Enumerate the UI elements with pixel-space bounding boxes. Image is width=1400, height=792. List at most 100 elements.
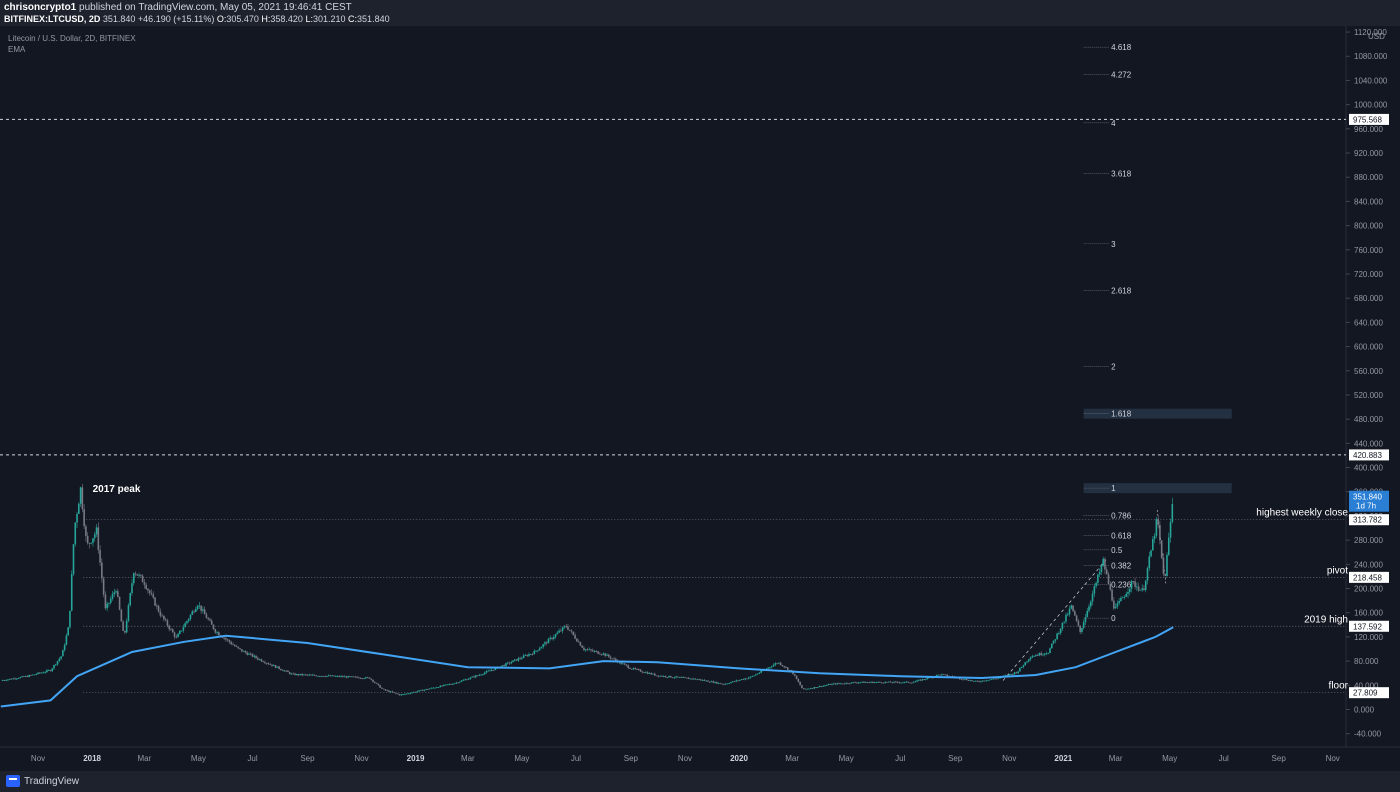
candle-body [724,683,727,685]
time-axis[interactable]: Nov 2018 Mar May Jul Sep Nov 2019 Mar May Jul Sep No… [31,754,1340,763]
candle-body [854,682,856,684]
x-tick-label: Sep [948,754,963,763]
candle-body [317,675,319,677]
candle-body [696,679,699,681]
candle-body [1148,556,1151,569]
candle-body [391,691,394,693]
candle-body [60,656,62,659]
candle-body [574,634,576,639]
fib-label: 0.786 [1111,511,1132,520]
level-price-tag [1349,514,1389,526]
candle-body [1157,519,1159,525]
candle-body [361,678,364,679]
candle-body [756,673,759,675]
candle-body [287,670,289,673]
publisher-name[interactable]: chrisoncrypto1 [4,2,77,13]
candle-body [1150,550,1152,557]
x-tick-label: 2019 [407,754,425,763]
fib-extension-levels: 4.618 4.272 4 3.618 3 2.618 2 1.618 1 0.786 0.618 0… [1083,43,1232,623]
candle-body [395,692,397,694]
candle-body [843,683,846,685]
candle-body [492,669,495,671]
candle-body [747,677,750,679]
candle-body [1130,581,1133,589]
candle-body [877,681,879,683]
candle-body [3,680,6,681]
candle-body [414,691,417,693]
candle-body [428,688,431,690]
tradingview-brand[interactable]: TradingView [6,775,79,787]
candle-body [1118,601,1120,604]
candle-body [225,638,227,640]
candle-body [262,661,264,663]
candle-body [581,645,583,648]
candle-body [311,674,314,676]
candle-body [320,675,323,677]
candle-body [409,693,412,695]
candle-body [381,687,383,689]
candle-body [829,684,832,686]
candle-body [714,681,716,683]
candle-body [437,687,440,688]
candle-body [260,659,263,662]
candle-body [691,678,693,680]
candle-body [67,627,69,636]
candle-body [280,668,282,670]
candle-body [1086,610,1089,618]
candles [1,483,1174,696]
candle-body [942,674,945,676]
x-tick-label: Jul [1219,754,1229,763]
candle-body [570,630,573,632]
candle-body [460,680,463,682]
candle-body [49,670,52,672]
level-price-tag [1349,113,1389,125]
candle-body [405,693,408,695]
candle-body [1088,606,1090,611]
candle-body [923,679,925,680]
y-tick-label: 1120.000 [1354,28,1387,37]
candle-body [1081,627,1083,633]
candle-body [831,683,833,685]
candle-body [127,605,130,621]
candle-body [265,663,268,664]
candle-body [891,682,894,684]
candle-body [820,686,823,687]
candle-body [1051,643,1053,649]
candle-body [1167,537,1170,555]
price-chart[interactable]: Litecoin / U.S. Dollar, 2D, BITFINEXEMA … [0,26,1400,771]
candle-body [599,653,601,655]
candle-body [161,615,163,617]
candle-body [872,681,874,683]
candle-body [544,642,546,645]
candle-body [1164,573,1167,577]
candle-body [299,673,302,676]
candle-body [607,654,610,657]
currency-label: USD [1368,32,1385,41]
x-tick-label: Nov [354,754,368,763]
candle-body [7,679,9,681]
candle-body [117,591,119,597]
candle-body [171,629,174,633]
candle-body [62,650,64,657]
candle-body [673,677,676,679]
candle-body [194,609,197,612]
x-tick-label: Jul [571,754,581,763]
candle-body [40,672,43,674]
x-tick-label: Nov [678,754,692,763]
candle-body [398,694,401,696]
candle-body [912,682,915,683]
candle-body [893,681,895,683]
candle-body [457,682,459,684]
candle-body [175,636,178,638]
candle-body [138,574,140,576]
y-tick-label: 200.000 [1354,585,1383,594]
x-tick-label: 2021 [1054,754,1072,763]
y-tick-label: 520.000 [1354,391,1383,400]
candle-body [5,680,7,682]
candle-body [964,679,966,680]
candle-body [400,694,403,696]
fib-zone [1083,483,1232,494]
candle-body [1042,654,1044,656]
candle-body [728,683,731,685]
